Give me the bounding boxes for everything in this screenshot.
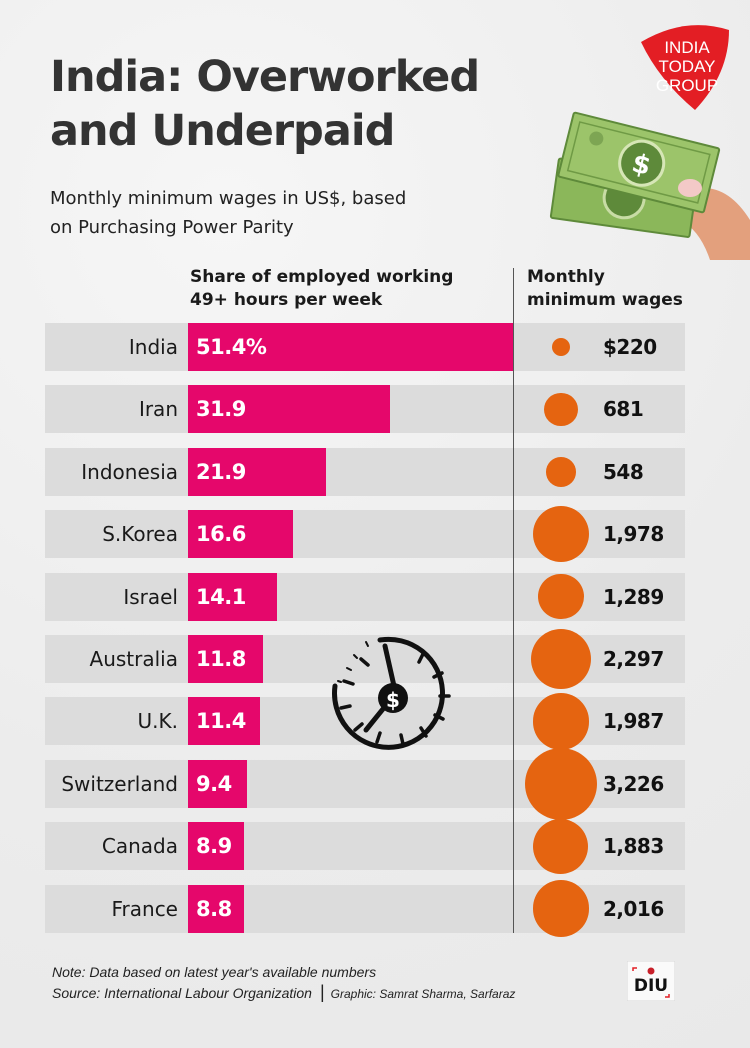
- wage-column-header: Monthly minimum wages: [527, 266, 737, 312]
- wage-bubble: [532, 880, 590, 938]
- wage-bubble: [544, 392, 578, 426]
- country-label: Iran: [138, 397, 178, 422]
- wage-value: 1,289: [603, 584, 664, 609]
- logo-line-2: TODAY: [659, 57, 716, 76]
- diu-logo-text: DIU: [634, 976, 668, 996]
- wage-bubble: [533, 818, 589, 874]
- wage-value: 2,297: [603, 647, 664, 671]
- clock-dollar-icon: $: [332, 636, 451, 750]
- wage-bubble: [525, 747, 597, 820]
- subtitle-line-2: on Purchasing Power Parity: [50, 217, 294, 238]
- wage-bubble: [530, 628, 592, 690]
- wage-bubble: [538, 573, 584, 620]
- hours-bar-label: 14.1: [196, 584, 246, 609]
- wage-bubble: [546, 456, 576, 487]
- footer-source-line: Source: International Labour Organizatio…: [52, 982, 515, 1004]
- country-label: Israel: [123, 584, 178, 609]
- hours-bar: [188, 572, 278, 621]
- hours-bar: [188, 697, 261, 746]
- hours-bar: [188, 635, 263, 683]
- hours-bar-label: 8.9: [196, 834, 232, 859]
- wage-value: 1,978: [603, 522, 664, 547]
- title-line-1: India: Overworked: [50, 52, 480, 102]
- footer-note: Note: Data based on latest year's availa…: [52, 964, 377, 980]
- hours-bar-label: 11.8: [196, 647, 246, 671]
- hours-bar-label: 51.4%: [196, 335, 267, 359]
- hours-bar-label: 9.4: [196, 771, 232, 796]
- wage-value: 681: [603, 397, 644, 422]
- wage-value: 548: [603, 459, 644, 484]
- country-label: Indonesia: [81, 459, 178, 484]
- wage-bubble: [551, 337, 571, 357]
- country-label: S.Korea: [102, 522, 178, 547]
- hours-bar: [188, 447, 327, 496]
- column-divider: [513, 268, 514, 933]
- title-line-2: and Underpaid: [50, 106, 395, 156]
- country-label: Canada: [101, 834, 178, 859]
- wage-value: $220: [603, 335, 657, 359]
- bar-header-line-1: Share of employed working: [190, 267, 454, 287]
- hours-bar-label: 31.9: [196, 397, 246, 422]
- wage-header-line-1: Monthly: [527, 267, 605, 287]
- country-label: U.K.: [137, 709, 178, 734]
- hours-bar-label: 8.8: [196, 896, 232, 921]
- dollar-coin-icon: [618, 139, 666, 187]
- subtitle-line-1: Monthly minimum wages in US$, based: [50, 188, 407, 209]
- hours-bar-label: 11.4: [196, 709, 246, 734]
- country-label: India: [128, 335, 178, 359]
- wage-header-line-2: minimum wages: [527, 290, 683, 310]
- wage-value: 3,226: [603, 771, 664, 796]
- bar-column-header: Share of employed working 49+ hours per …: [190, 266, 510, 312]
- footer-separator: |: [319, 982, 325, 1002]
- money-hand-illustration: $: [549, 111, 750, 260]
- subtitle: Monthly minimum wages in US$, based on P…: [50, 184, 490, 242]
- row-background: [45, 447, 685, 496]
- wage-value: 2,016: [603, 896, 664, 921]
- footer-source: Source: International Labour Organizatio…: [52, 985, 312, 1001]
- wage-value: 1,883: [603, 834, 664, 859]
- hours-bar: [188, 884, 244, 933]
- hours-bar: [188, 510, 293, 559]
- wage-bubble: [532, 693, 590, 750]
- country-label: France: [111, 896, 178, 921]
- logo-line-3: GROUP: [656, 76, 718, 95]
- country-label: Australia: [89, 647, 178, 671]
- hours-bar-label: 16.6: [196, 522, 246, 547]
- svg-text:$: $: [386, 688, 400, 712]
- bar-header-line-2: 49+ hours per week: [190, 290, 383, 310]
- wage-bubble: [532, 506, 590, 563]
- country-label: Switzerland: [61, 771, 178, 796]
- hours-bar-label: 21.9: [196, 459, 246, 484]
- diu-logo: DIU: [627, 961, 675, 1001]
- logo-line-1: INDIA: [664, 38, 710, 57]
- hours-bar: [188, 822, 245, 871]
- page-title: India: Overworked and Underpaid: [50, 50, 480, 158]
- wage-value: 1,987: [603, 709, 664, 734]
- india-today-group-logo: INDIA TODAY GROUP: [641, 25, 729, 111]
- hours-bar: [188, 385, 390, 434]
- hours-bar: [188, 323, 513, 371]
- hours-bar: [188, 759, 248, 808]
- footer-graphic-credit: Graphic: Samrat Sharma, Sarfaraz: [330, 987, 516, 1001]
